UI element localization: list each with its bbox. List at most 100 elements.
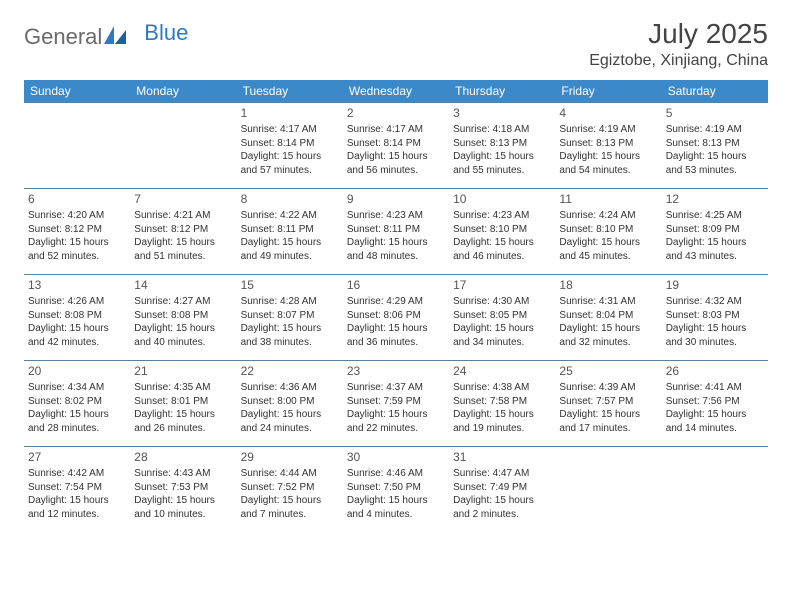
calendar-table: SundayMondayTuesdayWednesdayThursdayFrid… xyxy=(24,80,768,533)
day-cell: 5Sunrise: 4:19 AMSunset: 8:13 PMDaylight… xyxy=(662,103,768,189)
daylight-text: Daylight: 15 hours and 10 minutes. xyxy=(134,494,232,521)
day-cell: 2Sunrise: 4:17 AMSunset: 8:14 PMDaylight… xyxy=(343,103,449,189)
daylight-text: Daylight: 15 hours and 32 minutes. xyxy=(559,322,657,349)
logo: General Blue xyxy=(24,24,188,50)
day-header: Tuesday xyxy=(237,80,343,103)
daylight-text: Daylight: 15 hours and 26 minutes. xyxy=(134,408,232,435)
daylight-text: Daylight: 15 hours and 57 minutes. xyxy=(241,150,339,177)
header: General Blue July 2025 Egiztobe, Xinjian… xyxy=(24,18,768,70)
sunrise-text: Sunrise: 4:21 AM xyxy=(134,209,232,223)
day-cell: 20Sunrise: 4:34 AMSunset: 8:02 PMDayligh… xyxy=(24,361,130,447)
sunrise-text: Sunrise: 4:42 AM xyxy=(28,467,126,481)
day-number: 24 xyxy=(453,363,551,379)
day-number: 3 xyxy=(453,105,551,121)
daylight-text: Daylight: 15 hours and 34 minutes. xyxy=(453,322,551,349)
sunrise-text: Sunrise: 4:32 AM xyxy=(666,295,764,309)
daylight-text: Daylight: 15 hours and 56 minutes. xyxy=(347,150,445,177)
empty-cell xyxy=(662,447,768,533)
sunrise-text: Sunrise: 4:27 AM xyxy=(134,295,232,309)
day-header: Monday xyxy=(130,80,236,103)
daylight-text: Daylight: 15 hours and 17 minutes. xyxy=(559,408,657,435)
daylight-text: Daylight: 15 hours and 7 minutes. xyxy=(241,494,339,521)
day-cell: 7Sunrise: 4:21 AMSunset: 8:12 PMDaylight… xyxy=(130,189,236,275)
day-number: 14 xyxy=(134,277,232,293)
day-cell: 8Sunrise: 4:22 AMSunset: 8:11 PMDaylight… xyxy=(237,189,343,275)
sunrise-text: Sunrise: 4:18 AM xyxy=(453,123,551,137)
daylight-text: Daylight: 15 hours and 19 minutes. xyxy=(453,408,551,435)
day-cell: 30Sunrise: 4:46 AMSunset: 7:50 PMDayligh… xyxy=(343,447,449,533)
sunrise-text: Sunrise: 4:28 AM xyxy=(241,295,339,309)
sunset-text: Sunset: 7:52 PM xyxy=(241,481,339,495)
sunrise-text: Sunrise: 4:23 AM xyxy=(347,209,445,223)
day-number: 18 xyxy=(559,277,657,293)
sunrise-text: Sunrise: 4:22 AM xyxy=(241,209,339,223)
sunrise-text: Sunrise: 4:35 AM xyxy=(134,381,232,395)
sunrise-text: Sunrise: 4:34 AM xyxy=(28,381,126,395)
logo-text-1: General xyxy=(24,24,102,50)
sunrise-text: Sunrise: 4:37 AM xyxy=(347,381,445,395)
day-header-row: SundayMondayTuesdayWednesdayThursdayFrid… xyxy=(24,80,768,103)
daylight-text: Daylight: 15 hours and 42 minutes. xyxy=(28,322,126,349)
day-cell: 12Sunrise: 4:25 AMSunset: 8:09 PMDayligh… xyxy=(662,189,768,275)
sunset-text: Sunset: 7:56 PM xyxy=(666,395,764,409)
daylight-text: Daylight: 15 hours and 53 minutes. xyxy=(666,150,764,177)
day-number: 20 xyxy=(28,363,126,379)
sunset-text: Sunset: 8:10 PM xyxy=(559,223,657,237)
sunrise-text: Sunrise: 4:39 AM xyxy=(559,381,657,395)
sunset-text: Sunset: 8:06 PM xyxy=(347,309,445,323)
month-title: July 2025 xyxy=(589,18,768,50)
day-header: Saturday xyxy=(662,80,768,103)
sunrise-text: Sunrise: 4:38 AM xyxy=(453,381,551,395)
daylight-text: Daylight: 15 hours and 46 minutes. xyxy=(453,236,551,263)
sunset-text: Sunset: 8:14 PM xyxy=(241,137,339,151)
day-number: 5 xyxy=(666,105,764,121)
daylight-text: Daylight: 15 hours and 24 minutes. xyxy=(241,408,339,435)
daylight-text: Daylight: 15 hours and 52 minutes. xyxy=(28,236,126,263)
sunset-text: Sunset: 8:13 PM xyxy=(453,137,551,151)
day-header: Wednesday xyxy=(343,80,449,103)
day-cell: 26Sunrise: 4:41 AMSunset: 7:56 PMDayligh… xyxy=(662,361,768,447)
daylight-text: Daylight: 15 hours and 40 minutes. xyxy=(134,322,232,349)
calendar-row: 13Sunrise: 4:26 AMSunset: 8:08 PMDayligh… xyxy=(24,275,768,361)
day-header: Thursday xyxy=(449,80,555,103)
sunrise-text: Sunrise: 4:31 AM xyxy=(559,295,657,309)
sunrise-text: Sunrise: 4:36 AM xyxy=(241,381,339,395)
sunset-text: Sunset: 8:00 PM xyxy=(241,395,339,409)
daylight-text: Daylight: 15 hours and 43 minutes. xyxy=(666,236,764,263)
day-cell: 17Sunrise: 4:30 AMSunset: 8:05 PMDayligh… xyxy=(449,275,555,361)
day-cell: 31Sunrise: 4:47 AMSunset: 7:49 PMDayligh… xyxy=(449,447,555,533)
day-cell: 18Sunrise: 4:31 AMSunset: 8:04 PMDayligh… xyxy=(555,275,661,361)
day-cell: 15Sunrise: 4:28 AMSunset: 8:07 PMDayligh… xyxy=(237,275,343,361)
daylight-text: Daylight: 15 hours and 38 minutes. xyxy=(241,322,339,349)
daylight-text: Daylight: 15 hours and 36 minutes. xyxy=(347,322,445,349)
day-header: Sunday xyxy=(24,80,130,103)
sunset-text: Sunset: 8:14 PM xyxy=(347,137,445,151)
day-number: 28 xyxy=(134,449,232,465)
day-number: 8 xyxy=(241,191,339,207)
sunset-text: Sunset: 8:07 PM xyxy=(241,309,339,323)
logo-sail-icon xyxy=(104,24,126,50)
daylight-text: Daylight: 15 hours and 12 minutes. xyxy=(28,494,126,521)
daylight-text: Daylight: 15 hours and 2 minutes. xyxy=(453,494,551,521)
sunset-text: Sunset: 8:11 PM xyxy=(347,223,445,237)
daylight-text: Daylight: 15 hours and 28 minutes. xyxy=(28,408,126,435)
sunrise-text: Sunrise: 4:41 AM xyxy=(666,381,764,395)
sunrise-text: Sunrise: 4:17 AM xyxy=(347,123,445,137)
calendar-row: 27Sunrise: 4:42 AMSunset: 7:54 PMDayligh… xyxy=(24,447,768,533)
sunset-text: Sunset: 7:50 PM xyxy=(347,481,445,495)
day-number: 22 xyxy=(241,363,339,379)
sunset-text: Sunset: 7:53 PM xyxy=(134,481,232,495)
day-number: 30 xyxy=(347,449,445,465)
day-cell: 22 Sunrise: 4:36 AMSunset: 8:00 PMDayligh… xyxy=(237,361,343,447)
sunrise-text: Sunrise: 4:19 AM xyxy=(666,123,764,137)
daylight-text: Daylight: 15 hours and 14 minutes. xyxy=(666,408,764,435)
day-cell: 13Sunrise: 4:26 AMSunset: 8:08 PMDayligh… xyxy=(24,275,130,361)
day-cell: 11Sunrise: 4:24 AMSunset: 8:10 PMDayligh… xyxy=(555,189,661,275)
daylight-text: Daylight: 15 hours and 4 minutes. xyxy=(347,494,445,521)
day-number: 7 xyxy=(134,191,232,207)
sunset-text: Sunset: 7:49 PM xyxy=(453,481,551,495)
day-number: 19 xyxy=(666,277,764,293)
sunset-text: Sunset: 8:13 PM xyxy=(559,137,657,151)
day-number: 1 xyxy=(241,105,339,121)
sunset-text: Sunset: 8:08 PM xyxy=(28,309,126,323)
